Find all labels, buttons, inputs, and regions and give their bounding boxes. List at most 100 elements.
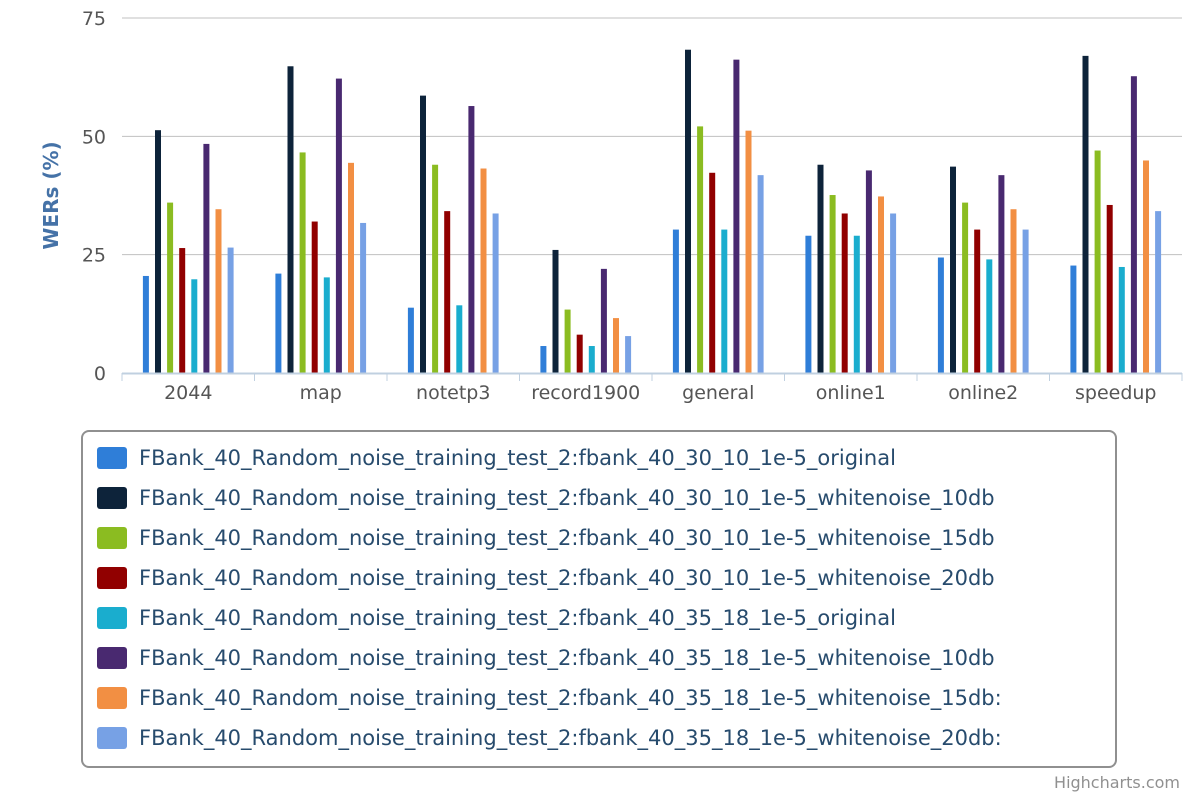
bar[interactable] (600, 268, 607, 373)
legend-item[interactable]: FBank_40_Random_noise_training_test_2:fb… (97, 478, 995, 518)
bars (142, 49, 1162, 374)
bar[interactable] (829, 195, 836, 373)
x-tick-label: map (300, 382, 342, 404)
legend: FBank_40_Random_noise_training_test_2:fb… (81, 430, 1117, 768)
bar[interactable] (456, 305, 463, 373)
bar[interactable] (721, 229, 728, 373)
bar[interactable] (817, 164, 824, 373)
bar[interactable] (576, 334, 583, 373)
bar[interactable] (480, 168, 487, 373)
x-tick-label: speedup (1075, 382, 1157, 404)
bar[interactable] (890, 213, 897, 373)
bar[interactable] (697, 126, 704, 373)
bar[interactable] (311, 221, 318, 373)
legend-label: FBank_40_Random_noise_training_test_2:fb… (139, 566, 995, 590)
bar[interactable] (492, 213, 499, 373)
bar[interactable] (1130, 76, 1137, 373)
bar[interactable] (841, 213, 848, 373)
bar[interactable] (1010, 209, 1017, 373)
legend-label: FBank_40_Random_noise_training_test_2:fb… (139, 686, 1002, 710)
bar[interactable] (950, 166, 956, 373)
bar[interactable] (564, 309, 571, 373)
legend-label: FBank_40_Random_noise_training_test_2:fb… (139, 486, 995, 510)
bar[interactable] (962, 202, 969, 373)
x-tick-label: notetp3 (416, 382, 490, 404)
bar[interactable] (348, 162, 354, 373)
legend-item[interactable]: FBank_40_Random_noise_training_test_2:fb… (97, 598, 896, 638)
legend-swatch (97, 647, 127, 669)
bar[interactable] (360, 222, 367, 373)
legend-swatch (97, 567, 127, 589)
x-tick-label: general (682, 382, 754, 404)
bar[interactable] (865, 170, 872, 373)
bar[interactable] (1022, 229, 1029, 373)
bar[interactable] (998, 175, 1005, 373)
legend-swatch (97, 527, 127, 549)
bar[interactable] (1155, 211, 1162, 373)
bar[interactable] (275, 273, 282, 373)
legend-item[interactable]: FBank_40_Random_noise_training_test_2:fb… (97, 718, 1002, 758)
legend-label: FBank_40_Random_noise_training_test_2:fb… (139, 606, 896, 630)
bar[interactable] (986, 259, 993, 373)
bar[interactable] (299, 152, 306, 373)
bar[interactable] (420, 95, 426, 374)
legend-swatch (97, 727, 127, 749)
legend-swatch (97, 487, 127, 509)
bar[interactable] (203, 143, 210, 373)
bar[interactable] (179, 248, 186, 373)
bar[interactable] (1106, 204, 1113, 373)
bar[interactable] (974, 229, 981, 373)
y-tick-label: 50 (82, 126, 106, 148)
bar[interactable] (155, 130, 161, 373)
bar[interactable] (733, 59, 740, 374)
legend-item[interactable]: FBank_40_Random_noise_training_test_2:fb… (97, 638, 995, 678)
bar[interactable] (468, 106, 475, 373)
bar[interactable] (1143, 160, 1149, 373)
bar[interactable] (625, 336, 632, 373)
x-tick-label: online1 (816, 382, 886, 404)
legend-item[interactable]: FBank_40_Random_noise_training_test_2:fb… (97, 518, 995, 558)
bar[interactable] (287, 66, 294, 373)
legend-item[interactable]: FBank_40_Random_noise_training_test_2:fb… (97, 558, 995, 598)
legend-swatch (97, 447, 127, 469)
bar[interactable] (142, 275, 149, 373)
bar[interactable] (227, 247, 234, 373)
legend-item[interactable]: FBank_40_Random_noise_training_test_2:fb… (97, 678, 1002, 718)
bar[interactable] (167, 202, 174, 373)
bar[interactable] (323, 277, 330, 373)
bar[interactable] (1118, 266, 1125, 373)
legend-label: FBank_40_Random_noise_training_test_2:fb… (139, 726, 1002, 750)
bar[interactable] (444, 211, 451, 373)
bar[interactable] (878, 196, 884, 373)
bar[interactable] (745, 130, 752, 373)
bar[interactable] (1070, 265, 1077, 373)
bar[interactable] (191, 279, 198, 373)
bar[interactable] (407, 307, 414, 373)
bar[interactable] (685, 49, 691, 374)
bar[interactable] (805, 235, 812, 373)
bar[interactable] (432, 164, 439, 373)
bar[interactable] (215, 209, 222, 373)
bar[interactable] (1082, 55, 1089, 373)
bar[interactable] (853, 235, 860, 373)
bar[interactable] (709, 172, 716, 373)
bar[interactable] (757, 175, 764, 373)
legend-swatch (97, 607, 127, 629)
bar[interactable] (1094, 150, 1101, 373)
bar[interactable] (672, 229, 679, 373)
bar[interactable] (937, 257, 944, 373)
bar[interactable] (540, 346, 547, 373)
legend-label: FBank_40_Random_noise_training_test_2:fb… (139, 446, 896, 470)
x-tick-label: record1900 (531, 382, 640, 404)
x-tick-label: online2 (948, 382, 1018, 404)
bar[interactable] (613, 318, 619, 373)
x-tick-label: 2044 (164, 382, 212, 404)
bar[interactable] (335, 78, 342, 373)
bar[interactable] (552, 249, 559, 373)
legend-label: FBank_40_Random_noise_training_test_2:fb… (139, 646, 995, 670)
credits-link[interactable]: Highcharts.com (1054, 773, 1180, 792)
y-tick-label: 0 (94, 363, 106, 385)
bar[interactable] (588, 346, 595, 373)
legend-item[interactable]: FBank_40_Random_noise_training_test_2:fb… (97, 438, 896, 478)
